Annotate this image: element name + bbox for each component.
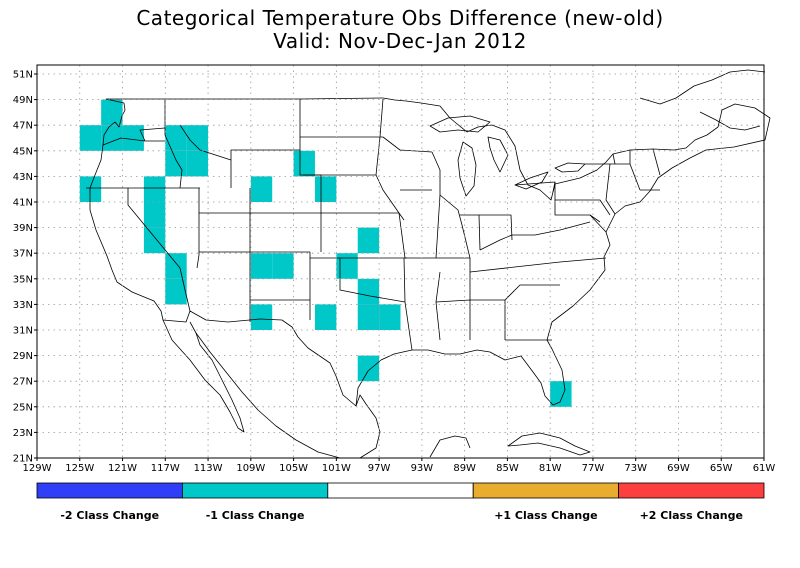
anomaly-cell bbox=[272, 253, 294, 279]
anomaly-cells bbox=[79, 99, 572, 407]
anomaly-cell bbox=[101, 125, 123, 151]
anomaly-cell bbox=[293, 150, 315, 177]
anomaly-cell bbox=[250, 304, 273, 330]
lon-tick-label: 69W bbox=[667, 463, 690, 474]
lon-tick-label: 61W bbox=[753, 463, 776, 474]
lat-tick-label: 21N bbox=[13, 454, 33, 465]
anomaly-cell bbox=[357, 227, 380, 254]
lon-tick-label: 109W bbox=[236, 463, 265, 474]
plot-frame bbox=[36, 64, 765, 459]
lat-tick-label: 49N bbox=[13, 95, 33, 106]
lon-tick-label: 121W bbox=[108, 463, 137, 474]
anomaly-cell bbox=[550, 381, 572, 407]
lat-tick-label: 23N bbox=[13, 428, 33, 439]
latitude-axis: 21N 23N 25N 27N 29N 31N 33N 35N 37N 39N 41N 43N 45N 4… bbox=[13, 70, 37, 465]
legend-label: +2 Class Change bbox=[640, 509, 743, 522]
lon-tick-label: 73W bbox=[624, 463, 647, 474]
legend-label: +1 Class Change bbox=[494, 509, 597, 522]
lat-tick-label: 33N bbox=[13, 300, 33, 311]
lon-tick-label: 125W bbox=[65, 463, 94, 474]
legend-label: -1 Class Change bbox=[206, 509, 305, 522]
lon-tick-label: 129W bbox=[23, 463, 52, 474]
lat-tick-label: 51N bbox=[13, 70, 33, 81]
anomaly-cell bbox=[314, 176, 337, 202]
lon-tick-label: 117W bbox=[151, 463, 180, 474]
legend-labels: -2 Class Change -1 Class Change +1 Class C… bbox=[60, 509, 743, 522]
state-boundaries bbox=[86, 98, 661, 351]
lat-tick-label: 37N bbox=[13, 249, 33, 260]
lon-tick-label: 101W bbox=[322, 463, 351, 474]
lon-tick-label: 65W bbox=[710, 463, 733, 474]
anomaly-cell bbox=[250, 176, 273, 202]
anomaly-cell bbox=[336, 253, 358, 279]
lat-lon-grid bbox=[37, 65, 764, 458]
lake-superior bbox=[429, 115, 491, 133]
lon-tick-label: 105W bbox=[279, 463, 308, 474]
anomaly-cell bbox=[357, 304, 380, 330]
anomaly-cell bbox=[357, 278, 380, 305]
anomaly-cell bbox=[250, 253, 273, 279]
canada-coast bbox=[639, 69, 766, 105]
yucatan-coast bbox=[429, 435, 471, 458]
anomaly-cell bbox=[143, 202, 166, 228]
anomaly-cell bbox=[357, 355, 380, 382]
anomaly-cell bbox=[165, 150, 187, 177]
lat-tick-label: 39N bbox=[13, 223, 33, 234]
lon-tick-label: 85W bbox=[496, 463, 519, 474]
legend-label: -2 Class Change bbox=[60, 509, 159, 522]
mexico-coast bbox=[195, 332, 381, 459]
lon-tick-label: 97W bbox=[368, 463, 391, 474]
anomaly-cell bbox=[143, 176, 166, 202]
lat-tick-label: 35N bbox=[13, 274, 33, 285]
lake-huron bbox=[487, 136, 509, 173]
anomaly-cell bbox=[165, 253, 187, 279]
lat-tick-label: 45N bbox=[13, 146, 33, 157]
anomaly-cell bbox=[165, 125, 187, 151]
anomaly-cell bbox=[79, 176, 102, 202]
lat-tick-label: 25N bbox=[13, 402, 33, 413]
anomaly-cell bbox=[101, 99, 123, 126]
cuba bbox=[507, 432, 591, 456]
lat-tick-label: 29N bbox=[13, 351, 33, 362]
longitude-axis: 129W 125W 121W 117W 113W 109W 105W 101W 97W 93W 89… bbox=[23, 458, 776, 474]
legend-colorbar bbox=[36, 482, 765, 499]
lake-michigan bbox=[457, 141, 477, 197]
legend-swatch bbox=[181, 482, 329, 499]
lon-tick-label: 77W bbox=[582, 463, 605, 474]
lake-ontario bbox=[554, 162, 586, 173]
lat-tick-label: 31N bbox=[13, 326, 33, 337]
baja-california bbox=[162, 319, 245, 433]
anomaly-cell bbox=[314, 304, 337, 330]
anomaly-cell bbox=[143, 227, 166, 254]
anomaly-cell bbox=[186, 150, 209, 177]
lat-tick-label: 41N bbox=[13, 198, 33, 209]
chart-title: Categorical Temperature Obs Difference (… bbox=[136, 6, 664, 30]
anomaly-cell bbox=[165, 278, 187, 305]
gulf-st-lawrence bbox=[699, 111, 761, 131]
us-map bbox=[86, 69, 771, 459]
lon-tick-label: 89W bbox=[453, 463, 476, 474]
lake-erie bbox=[514, 171, 549, 190]
legend-swatch bbox=[327, 482, 474, 499]
lon-tick-label: 93W bbox=[411, 463, 434, 474]
legend-swatch bbox=[36, 482, 183, 499]
lat-tick-label: 27N bbox=[13, 377, 33, 388]
anomaly-cell bbox=[79, 125, 102, 151]
legend-swatch bbox=[618, 482, 765, 499]
anomaly-cell bbox=[379, 304, 401, 330]
legend-swatch bbox=[472, 482, 620, 499]
chart-subtitle: Valid: Nov-Dec-Jan 2012 bbox=[273, 29, 527, 53]
anomaly-cell bbox=[122, 125, 144, 151]
lon-tick-label: 113W bbox=[194, 463, 223, 474]
lon-tick-label: 81W bbox=[539, 463, 562, 474]
lat-tick-label: 43N bbox=[13, 172, 33, 183]
lat-tick-label: 47N bbox=[13, 121, 33, 132]
anomaly-cell bbox=[186, 125, 209, 151]
